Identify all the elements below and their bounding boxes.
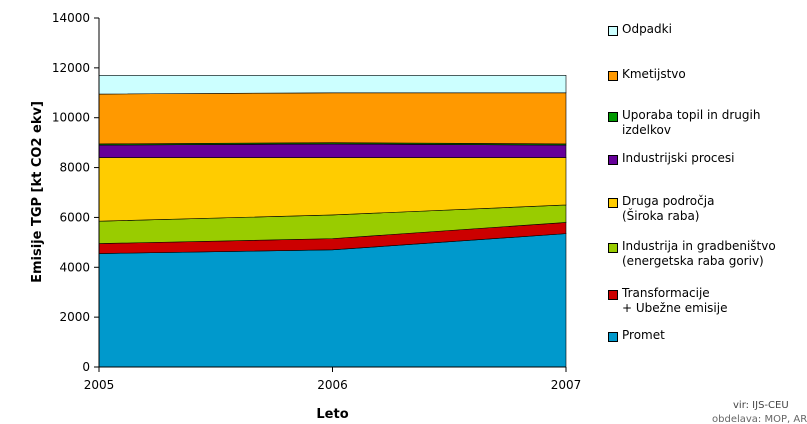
x-tick-label: 2005: [84, 378, 115, 392]
legend-label: Industrija in gradbeništvo (energetska r…: [622, 239, 776, 268]
legend-swatch: [608, 155, 618, 165]
y-tick-label: 6000: [59, 210, 90, 224]
y-tick-label: 10000: [52, 111, 90, 125]
legend-label: Druga področja (Široka raba): [622, 194, 715, 223]
area-series-6: [98, 92, 567, 145]
legend-swatch: [608, 71, 618, 81]
source-note-secondary: obdelava: MOP, ARSO: [712, 414, 807, 424]
legend-swatch: [608, 198, 618, 208]
y-tick-label: 8000: [59, 161, 90, 175]
legend-swatch: [608, 290, 618, 300]
legend-label: Industrijski procesi: [622, 151, 735, 165]
y-tick-label: 0: [82, 360, 90, 374]
y-tick-label: 2000: [59, 310, 90, 324]
legend-item: Odpadki: [608, 22, 672, 37]
source-note: vir: IJS-CEU: [733, 400, 789, 411]
legend-item: Uporaba topil in drugih izdelkov: [608, 108, 760, 138]
legend-label: Odpadki: [622, 22, 672, 36]
area-series-7: [98, 75, 567, 95]
legend-swatch: [608, 243, 618, 253]
legend-label: Promet: [622, 328, 665, 342]
legend-item: Transformacije + Ubežne emisije: [608, 286, 727, 316]
legend-label: Transformacije + Ubežne emisije: [622, 286, 728, 315]
area-series-0: [98, 233, 567, 368]
legend-swatch: [608, 26, 618, 36]
y-tick-label: 4000: [59, 260, 90, 274]
legend-item: Kmetijstvo: [608, 67, 686, 82]
legend-label: Kmetijstvo: [622, 67, 686, 81]
area-series-4: [98, 143, 567, 158]
legend-item: Industrija in gradbeništvo (energetska r…: [608, 239, 776, 269]
legend-item: Promet: [608, 328, 665, 343]
legend-swatch: [608, 332, 618, 342]
y-tick-label: 14000: [52, 11, 90, 25]
legend-swatch: [608, 112, 618, 122]
x-tick-label: 2007: [551, 378, 582, 392]
y-axis-title: Emisije TGP [kt CO2 ekv]: [30, 101, 45, 283]
y-tick-label: 12000: [52, 61, 90, 75]
legend-label: Uporaba topil in drugih izdelkov: [622, 108, 761, 137]
y-axis-title-group: Emisije TGP [kt CO2 ekv]: [30, 101, 45, 283]
legend-item: Druga področja (Široka raba): [608, 194, 714, 224]
x-tick-label: 2006: [317, 378, 348, 392]
legend-item: Industrijski procesi: [608, 151, 734, 166]
x-axis-title: Leto: [316, 407, 348, 422]
